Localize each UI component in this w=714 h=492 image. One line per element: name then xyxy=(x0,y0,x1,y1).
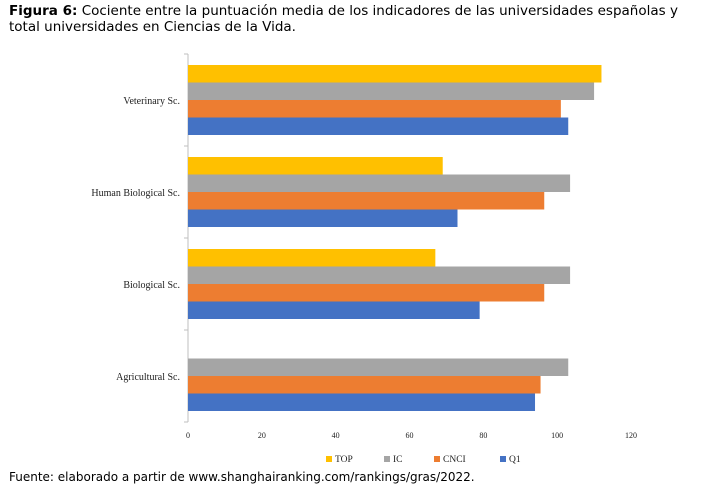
figure-label: Figura 6: xyxy=(9,3,78,19)
bar-cnci-3 xyxy=(188,376,541,394)
category-label: Biological Sc. xyxy=(123,280,180,291)
x-tick-label: 120 xyxy=(625,431,637,440)
legend-swatch-top xyxy=(326,456,332,462)
x-tick-label: 80 xyxy=(479,431,487,440)
legend-swatch-cnci xyxy=(434,456,440,462)
figure-caption: Figura 6: Cociente entre la puntuación m… xyxy=(9,3,709,35)
bar-cnci-2 xyxy=(188,284,545,302)
bar-q1-0 xyxy=(188,117,569,135)
bar-ic-3 xyxy=(188,358,569,376)
x-tick-label: 60 xyxy=(406,431,414,440)
category-label: Agricultural Sc. xyxy=(116,372,180,383)
bar-top-1 xyxy=(188,157,443,175)
bar-ic-0 xyxy=(188,82,595,100)
bar-ic-1 xyxy=(188,174,571,192)
source-note: Fuente: elaborado a partir de www.shangh… xyxy=(9,470,475,484)
bar-cnci-1 xyxy=(188,192,545,210)
x-tick-label: 100 xyxy=(551,431,563,440)
legend-swatch-ic xyxy=(384,456,390,462)
x-tick-label: 0 xyxy=(186,431,190,440)
x-tick-label: 20 xyxy=(258,431,266,440)
bar-q1-2 xyxy=(188,301,480,319)
bar-chart: Veterinary Sc. Human Biological Sc. Biolog… xyxy=(91,53,637,465)
category-label: Human Biological Sc. xyxy=(91,188,180,199)
bar-q1-1 xyxy=(188,209,458,227)
figure-caption-text: Cociente entre la puntuación media de lo… xyxy=(9,3,678,35)
bar-ic-2 xyxy=(188,266,571,284)
category-label: Veterinary Sc. xyxy=(123,96,180,107)
legend-label: TOP xyxy=(335,455,353,465)
x-tick-label: 40 xyxy=(332,431,340,440)
legend-label: IC xyxy=(393,455,403,465)
bar-top-2 xyxy=(188,249,436,267)
bar-q1-3 xyxy=(188,393,536,411)
legend-label: CNCI xyxy=(443,455,466,465)
legend-label: Q1 xyxy=(509,455,521,465)
bar-cnci-0 xyxy=(188,100,561,118)
legend-swatch-q1 xyxy=(500,456,506,462)
bar-top-0 xyxy=(188,65,602,83)
